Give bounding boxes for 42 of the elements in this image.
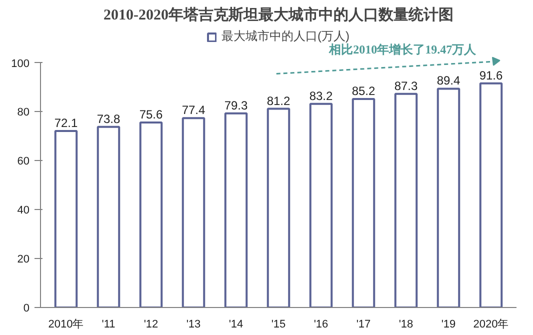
data-label: 79.3 <box>224 98 248 112</box>
x-tick-label: '11 <box>102 318 116 330</box>
bar <box>266 108 290 308</box>
data-label: 72.1 <box>54 116 78 130</box>
bar <box>309 102 333 308</box>
data-label: 77.4 <box>182 103 206 118</box>
x-tick-label: '16 <box>314 318 328 330</box>
bar <box>436 88 460 308</box>
chart-title: 2010-2020年塔吉克斯坦最大城市中的人口数量统计图 <box>104 6 454 24</box>
legend-label: 最大城市中的人口(万人) <box>222 28 350 43</box>
data-label: 75.6 <box>139 107 164 122</box>
bar <box>352 98 376 308</box>
x-tick-label: '13 <box>186 318 201 330</box>
x-tick-label: '19 <box>441 318 456 330</box>
x-tick-label: '12 <box>144 318 158 330</box>
bar <box>224 112 248 308</box>
x-tick-label: '14 <box>228 318 244 330</box>
y-tick-label: 20 <box>17 254 30 266</box>
bar <box>394 92 418 308</box>
y-tick-label: 100 <box>11 58 30 70</box>
bar <box>479 82 503 308</box>
y-tick-label: 80 <box>17 106 30 119</box>
bar <box>182 117 206 308</box>
x-tick-label: 2010年 <box>48 318 84 330</box>
text: 相比2010年增长了19.47万人 <box>328 42 478 57</box>
data-label: 91.6 <box>479 68 504 82</box>
x-tick-label: 2020年 <box>473 318 509 330</box>
x-tick-label: '17 <box>356 318 371 330</box>
data-label: 87.3 <box>394 78 418 93</box>
bar <box>96 126 120 308</box>
bar <box>139 121 163 308</box>
y-tick-label: 0 <box>23 302 30 314</box>
data-label: 89.4 <box>436 74 461 88</box>
data-label: 81.2 <box>266 94 291 108</box>
y-tick-label: 40 <box>17 204 30 217</box>
data-label: 73.8 <box>96 112 121 126</box>
bar <box>54 130 78 308</box>
data-label: 83.2 <box>309 88 334 103</box>
y-tick-label: 60 <box>17 156 30 168</box>
data-label: 85.2 <box>352 84 376 98</box>
x-tick-label: '18 <box>398 318 414 330</box>
x-tick-label: '15 <box>271 318 286 330</box>
